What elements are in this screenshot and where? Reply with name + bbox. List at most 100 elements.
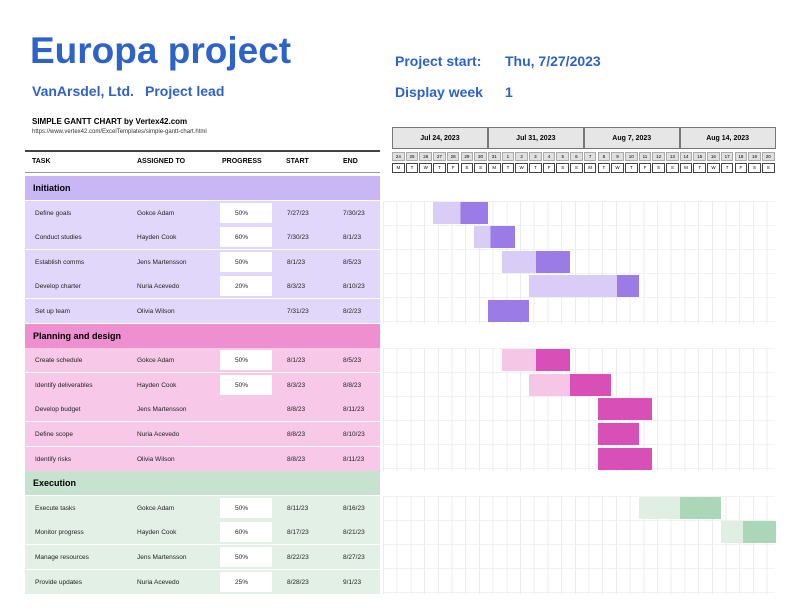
assigned-to: Gokce Adam	[137, 209, 175, 217]
day-letter: T	[501, 163, 515, 173]
gantt-bar[interactable]	[501, 349, 571, 372]
gantt-bar[interactable]	[529, 275, 639, 298]
table-row[interactable]: Manage resources Jens Martensson 8/22/23 8/…	[25, 545, 380, 569]
day-number: 12	[652, 152, 665, 161]
end-date: 9/1/23	[343, 578, 362, 586]
end-date: 8/27/23	[343, 554, 365, 561]
day-letter: S	[761, 163, 775, 173]
start-date: 7/31/23	[287, 308, 309, 315]
task-name: Conduct studies	[35, 234, 82, 242]
start-date: 8/3/23	[287, 283, 306, 291]
assigned-to: Gokce Adam	[137, 504, 175, 512]
day-number: 25	[405, 152, 419, 161]
table-row[interactable]: Provide updates Nuria Acevedo 8/28/23 9/1/2…	[25, 569, 380, 594]
end-date: 8/5/23	[343, 357, 362, 365]
day-number: 11	[638, 152, 652, 161]
gantt-bar[interactable]	[720, 521, 776, 544]
table-row[interactable]: Set up team Olivia Wilson 7/31/23 8/2/23	[25, 299, 380, 323]
progress-cell	[220, 251, 272, 272]
day-letter: S	[556, 163, 570, 173]
day-letter: S	[474, 163, 487, 173]
week-header: Aug 7, 2023	[583, 127, 680, 149]
assigned-to: Olivia Wilson	[137, 455, 175, 463]
day-number: 28	[446, 152, 460, 161]
table-row[interactable]: Develop charter Nuria Acevedo 8/3/23 8/10/2…	[25, 274, 380, 299]
col-start-header: START	[286, 158, 309, 165]
day-letter: T	[720, 163, 734, 173]
start-date: 8/11/23	[287, 504, 309, 512]
table-row[interactable]: Identify risks Olivia Wilson 8/8/23 8/11/23	[25, 446, 380, 471]
assigned-to: Hayden Cook	[137, 381, 177, 389]
task-name: Manage resources	[35, 554, 89, 561]
task-name: Create schedule	[35, 357, 83, 365]
day-letter: S	[666, 163, 679, 173]
day-letter: S	[570, 163, 583, 173]
project-start-label: Project start:	[395, 53, 482, 69]
day-letter: M	[679, 163, 693, 173]
week-header: Jul 31, 2023	[487, 127, 584, 149]
gantt-bar[interactable]	[474, 226, 516, 249]
progress-cell	[220, 522, 272, 543]
assigned-to: Nuria Acevedo	[137, 578, 180, 586]
day-letter: T	[405, 163, 419, 173]
gantt-bar[interactable]	[487, 300, 529, 322]
gantt-bar[interactable]	[529, 373, 612, 396]
gantt-bar[interactable]	[433, 201, 488, 224]
assigned-to: Hayden Cook	[137, 234, 177, 242]
day-number: 19	[748, 152, 761, 161]
project-lead: Project lead	[145, 83, 225, 99]
gantt-bar[interactable]	[597, 398, 653, 421]
table-row[interactable]: Execute tasks Gokce Adam 8/11/23 8/16/23 50%	[25, 495, 380, 520]
gantt-chart-url[interactable]: https://www.vertex42.com/ExcelTemplates/…	[32, 129, 207, 135]
table-row[interactable]: Develop budget Jens Martensson 8/8/23 8/11/…	[25, 397, 380, 422]
col-progress-header: PROGRESS	[222, 158, 262, 165]
phase-header-execution: Execution	[25, 471, 380, 496]
progress-value: 50%	[235, 504, 249, 512]
day-letter: S	[460, 163, 474, 173]
progress-value: 50%	[235, 554, 249, 561]
day-letter: S	[748, 163, 761, 173]
phase-name: Execution	[33, 478, 77, 489]
end-date: 7/30/23	[343, 209, 365, 217]
table-row[interactable]: Create schedule Gokce Adam 8/1/23 8/5/23 50%	[25, 348, 380, 373]
end-date: 8/2/23	[343, 308, 362, 315]
start-date: 8/8/23	[287, 406, 306, 414]
table-row[interactable]: Monitor progress Hayden Cook 8/17/23 8/21/2…	[25, 520, 380, 545]
day-number: 16	[707, 152, 720, 161]
assigned-to: Jens Martensson	[137, 258, 187, 266]
day-number: 15	[693, 152, 707, 161]
phase-header-initiation: Initiation	[25, 176, 380, 200]
display-week-value[interactable]: 1	[505, 84, 513, 100]
day-number: 20	[761, 152, 775, 161]
gantt-bar[interactable]	[597, 447, 653, 470]
gantt-bar[interactable]	[597, 423, 639, 445]
task-name: Provide updates	[35, 578, 82, 586]
assigned-to: Hayden Cook	[137, 529, 177, 537]
task-name: Identify deliverables	[35, 381, 93, 389]
start-date: 8/3/23	[287, 381, 306, 389]
assigned-to: Nuria Acevedo	[137, 283, 180, 291]
phase-name: Planning and design	[33, 330, 122, 341]
start-date: 8/28/23	[287, 578, 309, 586]
day-letter: W	[707, 163, 720, 173]
gantt-chart-title: SIMPLE GANTT CHART by Vertex42.com	[32, 117, 188, 126]
day-number: 27	[433, 152, 446, 161]
day-number: 10	[624, 152, 638, 161]
header-separator	[25, 150, 380, 152]
table-row[interactable]: Identify deliverables Hayden Cook 8/3/23 8/…	[25, 372, 380, 397]
project-start-value[interactable]: Thu, 7/27/2023	[505, 53, 601, 69]
day-letter: F	[638, 163, 652, 173]
end-date: 8/21/23	[343, 529, 365, 537]
day-number: 18	[734, 152, 748, 161]
day-letter: W	[611, 163, 624, 173]
table-row[interactable]: Define scope Nuria Acevedo 8/8/23 8/10/23	[25, 422, 380, 446]
table-row[interactable]: Conduct studies Hayden Cook 7/30/23 8/1/23 6…	[25, 225, 380, 250]
week-header: Aug 14, 2023	[679, 127, 776, 149]
column-header-underline	[25, 172, 380, 173]
day-number: 4	[542, 152, 556, 161]
gantt-bar[interactable]	[638, 496, 721, 519]
gantt-bar[interactable]	[501, 250, 571, 273]
table-row[interactable]: Define goals Gokce Adam 7/27/23 7/30/23 50%	[25, 200, 380, 225]
day-number: 1	[501, 152, 515, 161]
table-row[interactable]: Establish comms Jens Martensson 8/1/23 8/5/…	[25, 249, 380, 274]
